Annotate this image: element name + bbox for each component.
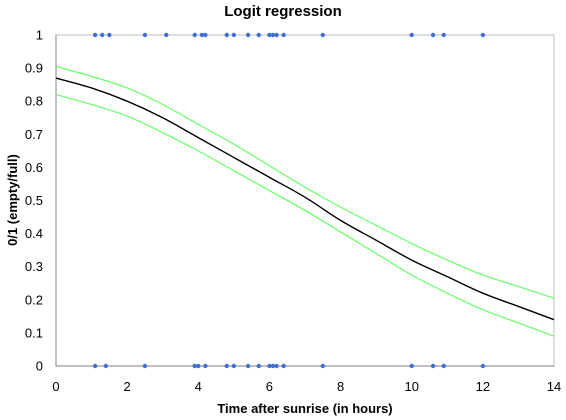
- observation-point-full: [430, 32, 436, 38]
- observation-point-empty: [267, 363, 272, 369]
- observation-point-full: [270, 32, 276, 38]
- observation-point-full: [224, 32, 229, 38]
- observation-point-full: [441, 32, 446, 38]
- x-tick-label: 12: [476, 379, 490, 394]
- observation-point-full: [274, 32, 279, 38]
- observation-point-empty: [192, 363, 197, 369]
- y-tick-label: 0.9: [25, 61, 43, 76]
- observation-point-empty: [409, 363, 414, 369]
- observation-point-full: [245, 32, 251, 38]
- observation-point-full: [199, 32, 205, 38]
- observation-point-full: [192, 32, 197, 38]
- observation-point-empty: [441, 363, 446, 369]
- observation-point-full: [267, 32, 272, 38]
- observation-point-full: [320, 32, 325, 38]
- observation-point-empty: [142, 363, 148, 369]
- y-tick-label: 0.2: [25, 292, 43, 307]
- observation-point-full: [203, 32, 208, 38]
- x-tick-label: 4: [195, 379, 202, 394]
- x-tick-label: 8: [337, 379, 344, 394]
- observation-point-full: [142, 32, 148, 38]
- observation-point-full: [256, 32, 261, 38]
- x-tick-label: 6: [266, 379, 273, 394]
- observation-point-full: [409, 32, 414, 38]
- observation-point-empty: [203, 363, 208, 369]
- observation-point-empty: [103, 363, 109, 369]
- observation-point-empty: [270, 363, 276, 369]
- observation-point-empty: [224, 363, 229, 369]
- x-tick-labels: 0 2 4 6 8 10 12 14: [52, 379, 561, 394]
- observation-point-full: [231, 32, 237, 38]
- y-tick-label: 1: [36, 28, 43, 43]
- observation-point-full: [281, 32, 286, 38]
- observation-point-empty: [256, 363, 261, 369]
- x-tick-label: 10: [404, 379, 418, 394]
- observation-point-empty: [281, 363, 286, 369]
- y-tick-label: 0.1: [25, 325, 43, 340]
- observation-point-full: [100, 32, 105, 38]
- upper-confidence-line: [55, 65, 555, 299]
- observation-point-full: [107, 32, 112, 38]
- logit-fit-line: [55, 77, 555, 321]
- y-tick-label: 0: [36, 359, 43, 374]
- y-tick-label: 0.3: [25, 259, 43, 274]
- y-tick-label: 0.8: [25, 94, 43, 109]
- x-axis-label: Time after sunrise (in hours): [217, 401, 392, 416]
- observation-point-empty: [430, 363, 436, 369]
- chart-title: Logit regression: [224, 3, 342, 20]
- observation-point-full: [164, 32, 169, 38]
- x-tick-label: 2: [124, 379, 131, 394]
- x-tick-label: 0: [52, 379, 59, 394]
- y-tick-label: 0.6: [25, 160, 43, 175]
- y-tick-label: 0.7: [25, 127, 43, 142]
- y-axis-label: 0/1 (empty/full): [5, 154, 20, 246]
- observation-point-empty: [92, 363, 98, 369]
- observation-point-empty: [231, 363, 237, 369]
- observation-point-empty: [274, 363, 279, 369]
- y-tick-label: 0.4: [25, 226, 43, 241]
- series-layer: [55, 32, 555, 369]
- y-tick-labels: 0 0.1 0.2 0.3 0.4 0.5 0.6 0.7 0.8 0.9 1: [25, 28, 43, 374]
- y-tick-label: 0.5: [25, 193, 43, 208]
- observation-point-empty: [196, 363, 201, 369]
- observation-point-full: [480, 32, 486, 38]
- observation-point-empty: [320, 363, 325, 369]
- lower-confidence-line: [55, 94, 555, 337]
- observation-point-empty: [245, 363, 251, 369]
- x-tick-label: 14: [547, 379, 561, 394]
- observation-point-full: [92, 32, 98, 38]
- plot-area: [55, 34, 555, 367]
- observation-point-empty: [480, 363, 486, 369]
